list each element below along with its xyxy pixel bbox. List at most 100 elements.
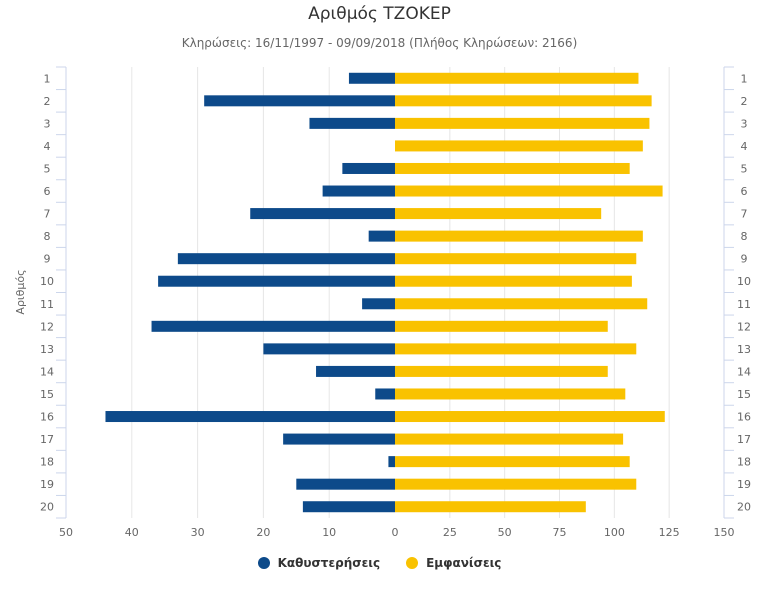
y-tick-label-left: 18 <box>40 456 54 469</box>
bar-appearances <box>395 388 626 400</box>
x-tick-label-right: 0 <box>392 526 399 539</box>
x-tick-label-left: 20 <box>256 526 270 539</box>
y-tick-label-right: 14 <box>737 365 751 378</box>
y-tick-label-right: 10 <box>737 275 751 288</box>
bar-delays <box>348 72 395 84</box>
x-tick-label-right: 125 <box>659 526 680 539</box>
bar-appearances <box>395 253 637 265</box>
bar-appearances <box>395 140 643 152</box>
y-tick-label-right: 12 <box>737 320 751 333</box>
y-tick-label-left: 19 <box>40 478 54 491</box>
y-tick-label-right: 19 <box>737 478 751 491</box>
chart-subtitle: Κληρώσεις: 16/11/1997 - 09/09/2018 (Πλήθ… <box>181 36 578 50</box>
legend-label-delays: Καθυστερήσεις <box>277 556 381 570</box>
legend-label-appearances: Εμφανίσεις <box>426 556 502 570</box>
x-tick-label-right: 150 <box>714 526 735 539</box>
legend-swatch-delays <box>257 557 270 569</box>
bar-delays <box>250 208 395 220</box>
bar-appearances <box>395 208 602 220</box>
bar-delays <box>368 230 395 242</box>
y-tick-label-left: 14 <box>40 365 54 378</box>
y-tick-label-right: 1 <box>741 72 748 85</box>
bar-delays <box>283 433 395 445</box>
bar-appearances <box>395 275 632 287</box>
y-tick-label-right: 9 <box>741 253 748 266</box>
y-tick-label-right: 20 <box>737 501 751 514</box>
bar-delays <box>316 365 395 377</box>
y-tick-label-right: 8 <box>741 230 748 243</box>
y-axis-title: Αριθμός <box>14 269 27 314</box>
y-tick-label-right: 6 <box>741 185 748 198</box>
bar-delays <box>204 95 395 107</box>
bar-appearances <box>395 433 624 445</box>
y-tick-label-left: 16 <box>40 411 54 424</box>
chart-title: Αριθμός ΤΖΟΚΕΡ <box>308 4 451 24</box>
bar-appearances <box>395 298 648 310</box>
bar-delays <box>105 411 395 423</box>
y-tick-label-left: 20 <box>40 501 54 514</box>
x-tick-label-right: 50 <box>498 526 512 539</box>
y-tick-label-right: 15 <box>737 388 751 401</box>
y-tick-label-left: 8 <box>44 230 51 243</box>
bar-delays <box>177 253 395 265</box>
y-tick-label-left: 4 <box>44 140 51 153</box>
bar-delays <box>296 478 395 490</box>
bar-appearances <box>395 411 665 423</box>
y-tick-label-right: 4 <box>741 140 748 153</box>
x-tick-label-right: 75 <box>553 526 567 539</box>
y-tick-label-left: 3 <box>44 117 51 130</box>
y-tick-label-left: 2 <box>44 95 51 108</box>
bar-delays <box>151 320 395 332</box>
bar-delays <box>158 275 395 287</box>
x-tick-label-left: 30 <box>191 526 205 539</box>
bar-appearances <box>395 365 608 377</box>
bar-appearances <box>395 117 650 129</box>
y-tick-label-right: 5 <box>741 162 748 175</box>
bar-appearances <box>395 478 637 490</box>
x-tick-label-left: 10 <box>322 526 336 539</box>
bar-delays <box>375 388 395 400</box>
bar-delays <box>263 343 395 355</box>
bar-delays <box>342 162 395 174</box>
y-tick-label-right: 13 <box>737 343 751 356</box>
y-tick-label-right: 7 <box>741 208 748 221</box>
y-tick-label-left: 7 <box>44 208 51 221</box>
y-tick-label-right: 16 <box>737 411 751 424</box>
x-tick-label-right: 100 <box>604 526 625 539</box>
bar-delays <box>322 185 395 197</box>
bar-appearances <box>395 72 639 84</box>
y-tick-label-right: 18 <box>737 456 751 469</box>
y-tick-label-right: 11 <box>737 298 751 311</box>
y-tick-label-left: 10 <box>40 275 54 288</box>
y-tick-label-left: 12 <box>40 320 54 333</box>
x-tick-label-right: 25 <box>443 526 457 539</box>
bar-delays <box>309 117 395 129</box>
legend-item-delays[interactable]: Καθυστερήσεις <box>257 556 381 570</box>
y-tick-label-left: 1 <box>44 72 51 85</box>
bar-delays <box>388 456 395 468</box>
y-tick-label-left: 13 <box>40 343 54 356</box>
legend-swatch-appearances <box>406 557 419 569</box>
y-tick-label-right: 17 <box>737 433 751 446</box>
bar-appearances <box>395 343 637 355</box>
bar-appearances <box>395 230 643 242</box>
x-tick-label-left: 50 <box>59 526 73 539</box>
y-tick-label-left: 9 <box>44 253 51 266</box>
y-tick-label-left: 5 <box>44 162 51 175</box>
bar-delays <box>362 298 395 310</box>
legend: Καθυστερήσεις Εμφανίσεις <box>0 556 759 570</box>
bar-appearances <box>395 185 663 197</box>
x-tick-label-left: 40 <box>125 526 139 539</box>
y-tick-label-left: 6 <box>44 185 51 198</box>
bar-appearances <box>395 162 630 174</box>
y-tick-label-left: 11 <box>40 298 54 311</box>
bar-appearances <box>395 501 586 513</box>
bar-appearances <box>395 320 608 332</box>
legend-item-appearances[interactable]: Εμφανίσεις <box>406 556 501 570</box>
y-tick-label-left: 15 <box>40 388 54 401</box>
bar-appearances <box>395 95 652 107</box>
y-tick-label-right: 2 <box>741 95 748 108</box>
y-tick-label-left: 17 <box>40 433 54 446</box>
